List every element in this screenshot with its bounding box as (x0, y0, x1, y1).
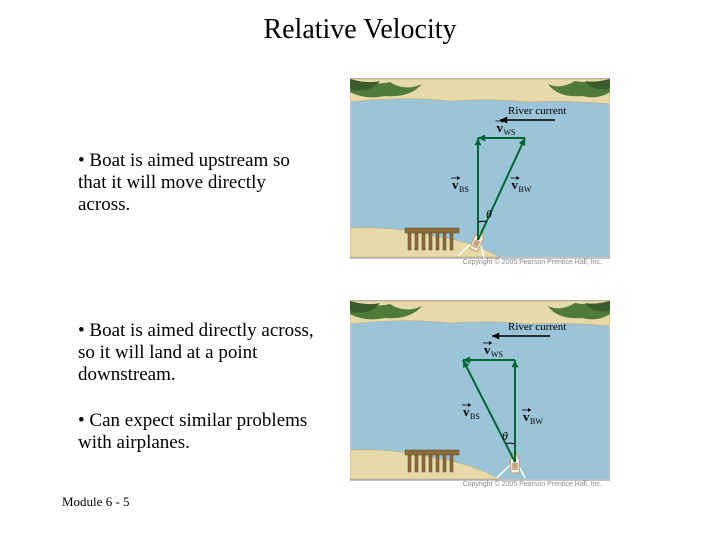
diagram-downstream: River currentvBWvBSvWSθ Copyright © 2005… (350, 300, 610, 490)
bullet-1-text: Boat is aimed upstream so that it will m… (78, 150, 290, 215)
svg-text:θ: θ (502, 429, 508, 443)
bullet-1: • Boat is aimed upstream so that it will… (78, 150, 308, 216)
svg-text:BW: BW (530, 417, 543, 426)
svg-text:BS: BS (459, 185, 469, 194)
svg-text:River current: River current (508, 105, 566, 117)
svg-text:WS: WS (504, 128, 516, 137)
slide: Relative Velocity • Boat is aimed upstre… (0, 0, 720, 540)
diagram-upstream: River currentvBSvBWvWSθ Copyright © 2005… (350, 78, 610, 268)
slide-footer: Module 6 - 5 (62, 494, 130, 510)
bullet-2: • Boat is aimed directly across, so it w… (78, 320, 318, 386)
bullet-2-text: Boat is aimed directly across, so it wil… (78, 320, 314, 385)
copyright-bottom: Copyright © 2005 Pearson Prentice Hall, … (463, 481, 602, 488)
copyright-top: Copyright © 2005 Pearson Prentice Hall, … (463, 259, 602, 266)
svg-text:BW: BW (519, 185, 532, 194)
svg-text:WS: WS (491, 350, 503, 359)
bullet-3: • Can expect similar problems with airpl… (78, 410, 308, 454)
svg-text:θ: θ (486, 207, 492, 221)
svg-text:BS: BS (470, 412, 480, 421)
slide-title: Relative Velocity (0, 14, 720, 46)
svg-text:River current: River current (508, 321, 566, 333)
bullet-3-text: Can expect similar problems with airplan… (78, 410, 307, 453)
